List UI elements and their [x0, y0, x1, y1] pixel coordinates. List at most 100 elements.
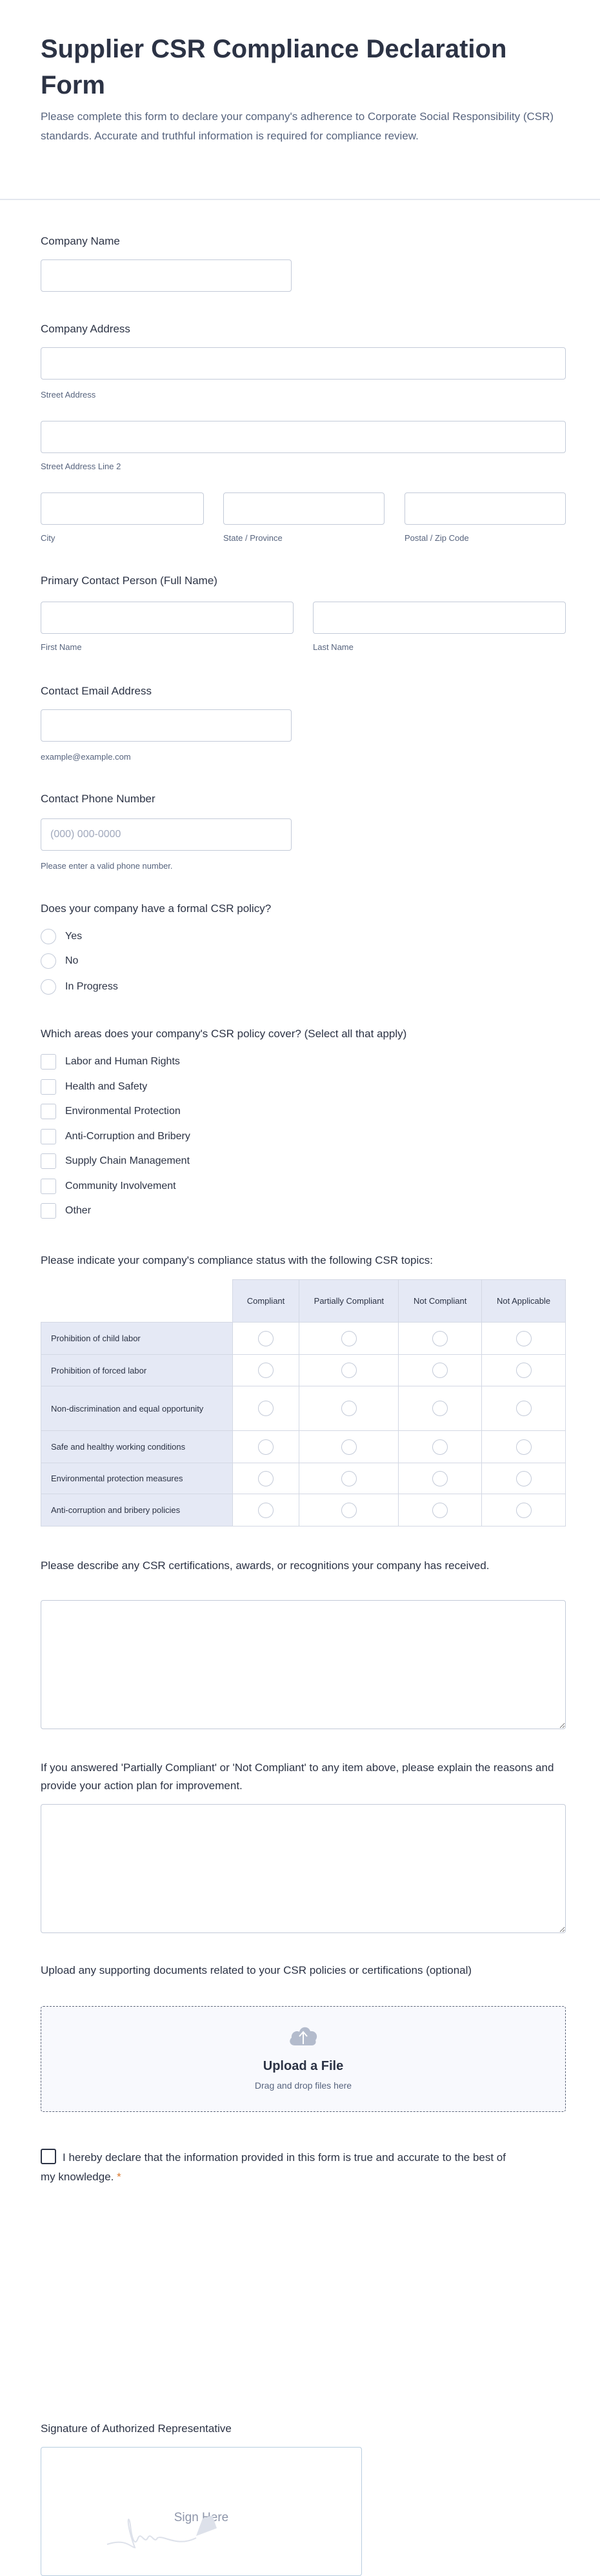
matrix-cell[interactable] — [299, 1463, 399, 1494]
matrix-cell[interactable] — [481, 1322, 566, 1355]
matrix-radio[interactable] — [515, 1439, 532, 1455]
matrix-radio[interactable] — [258, 1439, 274, 1455]
matrix-radio[interactable] — [341, 1502, 357, 1518]
phone-field[interactable] — [41, 818, 292, 851]
street-address-input[interactable] — [41, 348, 565, 379]
matrix-radio[interactable] — [432, 1502, 448, 1518]
matrix-cell[interactable] — [232, 1463, 300, 1494]
matrix-radio[interactable] — [341, 1439, 357, 1455]
checkbox[interactable] — [41, 1153, 56, 1169]
zip-input[interactable] — [405, 493, 565, 524]
declaration-checkbox[interactable] — [41, 2149, 56, 2164]
checkbox[interactable] — [41, 1128, 56, 1144]
improvement-textarea[interactable] — [41, 1805, 565, 1932]
checkbox[interactable] — [41, 1079, 56, 1095]
matrix-radio[interactable] — [515, 1502, 532, 1518]
phone-sublabel: Please enter a valid phone number. — [41, 861, 173, 871]
matrix-radio[interactable] — [258, 1502, 274, 1518]
first-name-sublabel: First Name — [41, 642, 82, 652]
matrix-radio[interactable] — [341, 1470, 357, 1486]
matrix-radio[interactable] — [258, 1470, 274, 1486]
last-name-input[interactable] — [314, 602, 565, 633]
matrix-cell[interactable] — [398, 1354, 483, 1386]
checkbox-option[interactable]: Other — [41, 1202, 91, 1219]
improvement-field[interactable] — [41, 1804, 566, 1933]
radio-button[interactable] — [41, 953, 56, 969]
matrix-cell[interactable] — [398, 1322, 483, 1355]
matrix-cell[interactable] — [299, 1494, 399, 1526]
matrix-radio[interactable] — [341, 1401, 357, 1416]
matrix-radio[interactable] — [258, 1363, 274, 1378]
matrix-cell[interactable] — [232, 1322, 300, 1355]
matrix-cell[interactable] — [232, 1494, 300, 1526]
matrix-cell[interactable] — [232, 1430, 300, 1463]
matrix-radio[interactable] — [258, 1330, 274, 1346]
checkbox[interactable] — [41, 1104, 56, 1119]
certifications-textarea[interactable] — [41, 1601, 565, 1729]
street-address-field[interactable] — [41, 347, 566, 380]
company-name-input[interactable] — [41, 260, 291, 291]
certifications-field[interactable] — [41, 1600, 566, 1729]
matrix-radio[interactable] — [341, 1363, 357, 1378]
matrix-radio[interactable] — [432, 1470, 448, 1486]
matrix-radio[interactable] — [341, 1330, 357, 1346]
checkbox-option[interactable]: Anti-Corruption and Bribery — [41, 1128, 190, 1145]
matrix-radio[interactable] — [432, 1401, 448, 1416]
phone-input[interactable] — [41, 819, 291, 850]
matrix-row: Non-discrimination and equal opportunity — [41, 1386, 566, 1431]
matrix-radio[interactable] — [432, 1330, 448, 1346]
matrix-radio[interactable] — [515, 1363, 532, 1378]
email-field[interactable] — [41, 709, 292, 742]
checkbox-option[interactable]: Community Involvement — [41, 1178, 176, 1195]
checkbox[interactable] — [41, 1203, 56, 1219]
file-dropzone[interactable]: Upload a File Drag and drop files here — [41, 2006, 566, 2112]
first-name-input[interactable] — [41, 602, 293, 633]
radio-button[interactable] — [41, 929, 56, 944]
matrix-radio[interactable] — [515, 1330, 532, 1346]
radio-option[interactable]: No — [41, 953, 78, 969]
checkbox-option[interactable]: Labor and Human Rights — [41, 1053, 180, 1070]
email-input[interactable] — [41, 710, 291, 741]
city-input[interactable] — [41, 493, 203, 524]
matrix-radio[interactable] — [258, 1401, 274, 1416]
city-field[interactable] — [41, 492, 204, 525]
matrix-radio[interactable] — [515, 1401, 532, 1416]
matrix-cell[interactable] — [398, 1463, 483, 1494]
matrix-cell[interactable] — [481, 1463, 566, 1494]
matrix-cell[interactable] — [398, 1494, 483, 1526]
matrix-cell[interactable] — [299, 1322, 399, 1355]
matrix-cell[interactable] — [299, 1354, 399, 1386]
matrix-cell[interactable] — [398, 1386, 483, 1431]
radio-option[interactable]: Yes — [41, 928, 82, 945]
zip-field[interactable] — [405, 492, 566, 525]
matrix-cell[interactable] — [398, 1430, 483, 1463]
state-input[interactable] — [224, 493, 384, 524]
company-name-field[interactable] — [41, 259, 292, 292]
street-address-2-input[interactable] — [41, 421, 565, 452]
matrix-cell[interactable] — [299, 1430, 399, 1463]
last-name-field[interactable] — [313, 602, 566, 634]
matrix-radio[interactable] — [432, 1439, 448, 1455]
checkbox[interactable] — [41, 1054, 56, 1070]
matrix-cell[interactable] — [299, 1386, 399, 1431]
street-address-2-field[interactable] — [41, 421, 566, 453]
matrix-cell[interactable] — [481, 1354, 566, 1386]
signature-pad[interactable]: Sign Here — [41, 2447, 362, 2576]
radio-label: In Progress — [65, 981, 118, 992]
checkbox-option[interactable]: Health and Safety — [41, 1079, 147, 1095]
matrix-cell[interactable] — [481, 1386, 566, 1431]
matrix-cell[interactable] — [232, 1354, 300, 1386]
matrix-radio[interactable] — [432, 1363, 448, 1378]
checkbox-option[interactable]: Environmental Protection — [41, 1103, 181, 1120]
radio-button[interactable] — [41, 979, 56, 995]
state-field[interactable] — [223, 492, 385, 525]
first-name-field[interactable] — [41, 602, 294, 634]
radio-option[interactable]: In Progress — [41, 979, 118, 995]
matrix-cell[interactable] — [481, 1430, 566, 1463]
matrix-row-label: Prohibition of child labor — [41, 1322, 233, 1355]
matrix-radio[interactable] — [515, 1470, 532, 1486]
checkbox-option[interactable]: Supply Chain Management — [41, 1153, 190, 1170]
matrix-cell[interactable] — [232, 1386, 300, 1431]
matrix-cell[interactable] — [481, 1494, 566, 1526]
checkbox[interactable] — [41, 1178, 56, 1194]
